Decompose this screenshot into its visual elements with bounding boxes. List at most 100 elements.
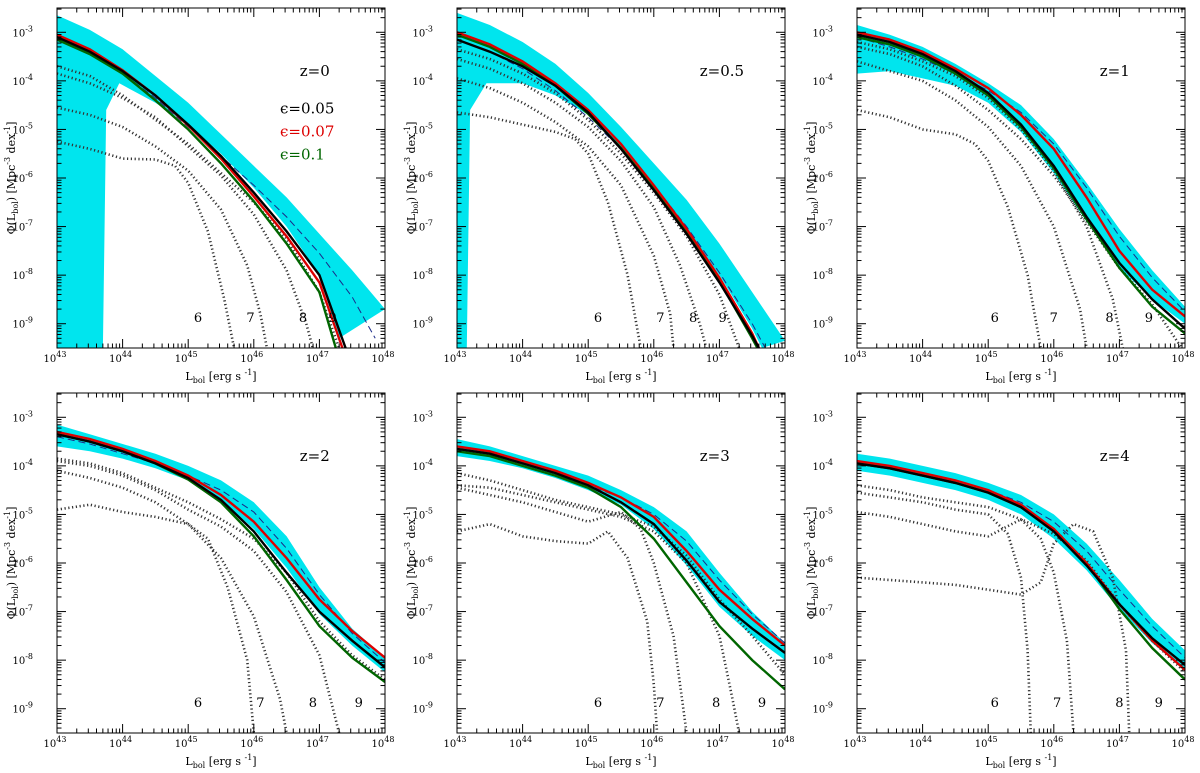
redshift-label: z=3 [700, 447, 730, 465]
eps-0.1-line [857, 35, 1185, 335]
y-tick-label: 10-6 [812, 170, 833, 185]
panel-6: 1043 1044 1045 1046 1047 1048 10-3 10-4 10-5 10-6… [803, 392, 1194, 770]
eps-0.05-line [57, 433, 385, 669]
mass-bin-label: 9 [758, 696, 766, 711]
x-tick-label: 1046 [240, 735, 263, 750]
redshift-label: z=0.5 [700, 62, 744, 80]
y-tick-label: 10-6 [412, 555, 433, 570]
mass-bin-label: 8 [1115, 696, 1123, 711]
x-tick-label: 1043 [444, 735, 467, 750]
x-axis-title: Lbol [erg s -1] [985, 368, 1056, 385]
plot-area [857, 453, 1185, 733]
mass-bin-curve-4 [857, 484, 1185, 674]
y-tick-label: 10-6 [812, 555, 833, 570]
x-tick-label: 1045 [975, 350, 998, 365]
x-tick-label: 1043 [844, 735, 867, 750]
plot-area [57, 15, 385, 348]
mass-bin-label: 7 [256, 696, 264, 711]
x-tick-label: 1044 [909, 735, 932, 750]
mass-bin-label: 8 [689, 311, 697, 326]
y-tick-label: 10-9 [12, 316, 33, 331]
y-tick-label: 10-3 [412, 24, 433, 39]
y-tick-label: 10-5 [12, 121, 33, 136]
eps-0.05-line [457, 447, 785, 654]
plot-area [457, 439, 785, 733]
y-tick-label: 10-5 [12, 506, 33, 521]
plot-area [457, 12, 785, 348]
y-tick-label: 10-6 [412, 170, 433, 185]
x-tick-label: 1048 [1172, 350, 1195, 365]
x-tick-label: 1047 [1106, 735, 1129, 750]
mass-bin-label: 9 [355, 696, 363, 711]
y-axis-title: Φ(Lbol) [Mpc-3 dex-1] [803, 122, 820, 235]
dashed-fit-line [457, 39, 766, 348]
y-tick-label: 10-9 [412, 701, 433, 716]
mass-bin-label: 6 [594, 311, 602, 326]
y-tick-label: 10-6 [12, 170, 33, 185]
mass-bin-label: 7 [656, 696, 664, 711]
redshift-label: z=2 [300, 447, 330, 465]
y-tick-label: 10-4 [412, 458, 433, 473]
mass-bin-curve-4 [57, 65, 341, 348]
eps-0.07-line [457, 445, 785, 647]
y-tick-label: 10-5 [812, 506, 833, 521]
x-tick-label: 1043 [844, 350, 867, 365]
redshift-label: z=1 [1100, 62, 1130, 80]
x-tick-label: 1044 [109, 350, 132, 365]
y-tick-label: 10-7 [412, 604, 433, 619]
x-tick-label: 1048 [372, 735, 395, 750]
mass-bin-label: 8 [309, 696, 317, 711]
y-tick-label: 10-4 [12, 73, 33, 88]
mass-bin-label: 7 [246, 311, 254, 326]
y-tick-label: 10-4 [12, 458, 33, 473]
x-tick-label: 1046 [240, 350, 263, 365]
y-axis-title: Φ(Lbol) [Mpc-3 dex-1] [3, 507, 20, 620]
eps-0.05-line [857, 33, 1185, 330]
y-tick-label: 10-5 [812, 121, 833, 136]
mass-bin-curve-1 [857, 108, 1042, 348]
mass-bin-label: 6 [991, 696, 999, 711]
mass-bin-curve-2 [857, 60, 1088, 348]
mass-bin-curve-2 [857, 510, 1075, 733]
mass-bin-curve-2 [57, 106, 269, 348]
y-tick-label: 10-4 [812, 458, 833, 473]
x-axis-title: Lbol [erg s -1] [985, 753, 1056, 770]
mass-bin-label: 7 [656, 311, 664, 326]
x-tick-label: 1045 [575, 735, 598, 750]
mass-bin-label: 6 [991, 311, 999, 326]
y-tick-label: 10-7 [412, 219, 433, 234]
eps-0.07-line [857, 31, 1185, 318]
mass-bin-curve-4 [457, 48, 741, 348]
x-tick-label: 1045 [575, 350, 598, 365]
eps-0.07-line [457, 31, 760, 348]
panel-frame [456, 392, 786, 734]
y-tick-label: 10-9 [812, 316, 833, 331]
legend-entry: ϵ=0.1 [280, 145, 325, 163]
eps-0.07-line [57, 430, 385, 659]
y-axis-title: Φ(Lbol) [Mpc-3 dex-1] [403, 507, 420, 620]
mass-bin-curve-4 [857, 45, 1183, 348]
x-tick-label: 1043 [44, 350, 67, 365]
eps-0.1-line [457, 450, 785, 691]
x-tick-label: 1045 [175, 735, 198, 750]
y-tick-label: 10-8 [412, 652, 433, 667]
x-tick-label: 1044 [509, 735, 532, 750]
mass-bin-label: 8 [712, 696, 720, 711]
y-axis-title: Φ(Lbol) [Mpc-3 dex-1] [403, 122, 420, 235]
panel-1: 1043 1044 1045 1046 1047 1048 10-3 10-4 10-5 10-6… [3, 7, 394, 385]
panel-4: 1043 1044 1045 1046 1047 1048 10-3 10-4 10-5 10-6… [3, 392, 395, 770]
x-tick-label: 1048 [772, 350, 795, 365]
redshift-label: z=0 [300, 62, 330, 80]
x-tick-label: 1047 [306, 350, 329, 365]
x-axis-title: Lbol [erg s -1] [185, 753, 256, 770]
x-tick-label: 1046 [640, 735, 663, 750]
y-tick-label: 10-3 [412, 409, 433, 424]
mass-bin-label: 9 [1155, 696, 1163, 711]
y-tick-label: 10-4 [812, 73, 833, 88]
mass-bin-label: 8 [1105, 311, 1113, 326]
legend-entry: ϵ=0.05 [280, 99, 334, 117]
x-tick-label: 1047 [706, 735, 729, 750]
y-tick-label: 10-9 [12, 701, 33, 716]
y-axis-title: Φ(Lbol) [Mpc-3 dex-1] [803, 507, 820, 620]
